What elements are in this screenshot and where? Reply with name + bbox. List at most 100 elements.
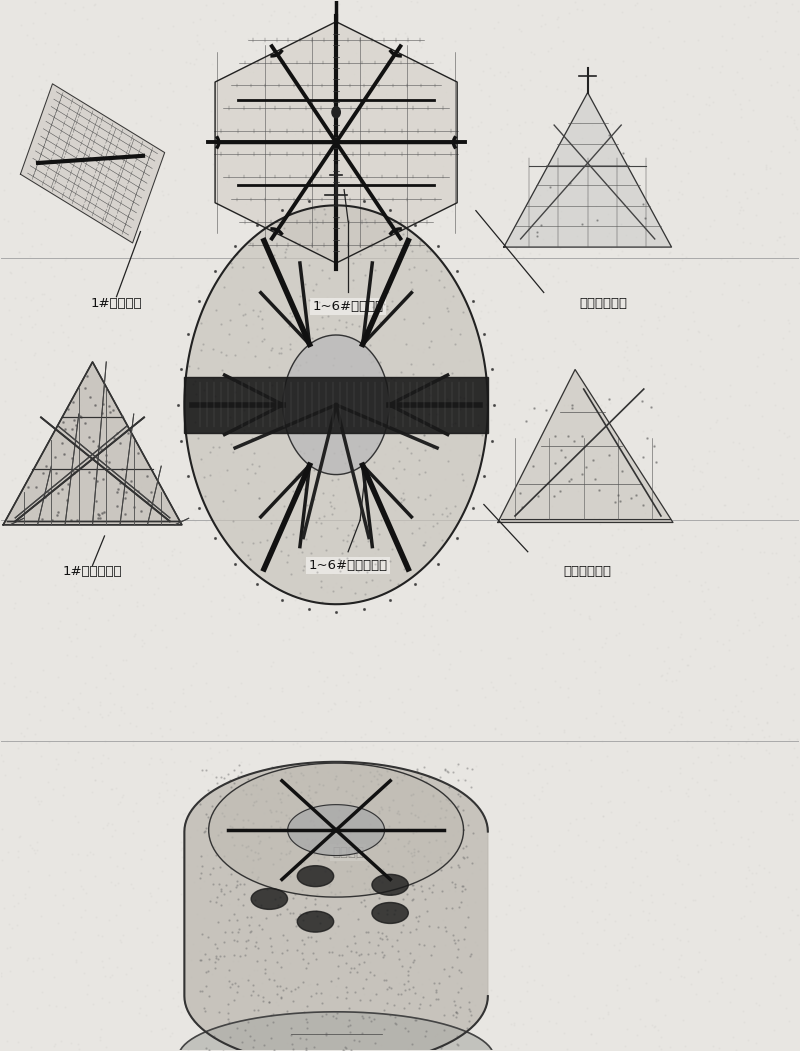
Point [9,669,22,686]
Point [398,1019,411,1036]
Point [602,794,614,810]
Point [144,108,157,125]
Point [631,454,644,471]
Point [286,359,298,376]
Point [750,994,762,1011]
Point [429,1049,442,1051]
Point [712,1039,725,1051]
Point [308,145,321,162]
Point [742,730,754,747]
Point [387,996,400,1013]
Point [543,119,556,136]
Point [589,212,602,229]
Point [738,907,750,924]
Point [357,600,370,617]
Point [189,386,202,403]
Point [711,746,724,763]
Point [358,297,370,314]
Point [517,249,530,266]
Point [498,416,510,433]
Point [36,286,49,303]
Point [367,967,380,984]
Point [190,822,203,839]
Point [605,803,618,820]
Point [781,636,794,653]
Point [75,588,88,604]
Point [701,534,714,551]
Point [250,871,263,888]
Point [580,313,593,330]
Point [178,805,191,822]
Point [64,416,77,433]
Point [314,746,326,763]
Point [330,478,342,495]
Point [362,789,374,806]
Point [710,519,722,536]
Point [309,488,322,504]
Point [538,391,550,408]
Point [322,307,334,324]
Point [364,935,377,952]
Point [416,35,429,51]
Point [54,613,66,630]
Point [308,891,321,908]
Point [251,774,264,790]
Point [202,988,215,1005]
Point [446,764,459,781]
Point [487,679,500,696]
Point [343,479,356,496]
Point [275,760,288,777]
Point [200,846,213,863]
Point [432,524,445,541]
Point [226,975,238,992]
Point [535,783,548,800]
Point [360,385,373,401]
Point [577,433,590,450]
Point [593,684,606,701]
Point [603,139,616,156]
Point [593,839,606,856]
Point [265,6,278,23]
Point [243,1028,256,1045]
Point [525,585,538,602]
Point [363,964,376,981]
Point [50,106,63,123]
Point [642,535,655,552]
Point [105,781,118,798]
Point [250,933,262,950]
Point [297,552,310,569]
Point [653,311,666,328]
Point [90,462,102,479]
Point [89,581,102,598]
Point [462,1001,475,1017]
Point [670,566,682,583]
Point [227,810,240,827]
Point [422,919,435,935]
Point [38,285,50,302]
Point [324,200,337,217]
Point [76,201,89,218]
Point [492,487,505,503]
Point [310,1039,322,1051]
Point [327,487,340,503]
Point [34,383,46,399]
Point [611,118,624,135]
Point [27,29,40,46]
Point [35,297,48,314]
Point [397,890,410,907]
Point [751,357,764,374]
Point [754,803,767,820]
Point [447,927,460,944]
Point [97,470,110,487]
Point [444,504,457,521]
Point [501,101,514,118]
Point [595,396,608,413]
Point [364,336,377,353]
Point [156,183,169,200]
Point [222,972,235,989]
Point [90,511,102,528]
Point [466,992,479,1009]
Point [3,164,16,181]
Point [199,762,212,779]
Point [242,475,254,492]
